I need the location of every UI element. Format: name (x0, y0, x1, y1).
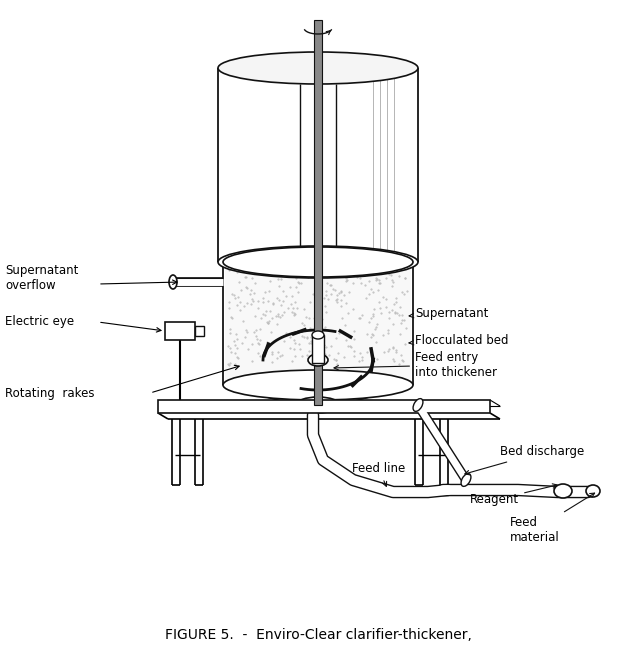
Ellipse shape (296, 397, 340, 413)
Text: Supernatant
overflow: Supernatant overflow (5, 264, 78, 292)
Ellipse shape (461, 473, 471, 486)
Ellipse shape (169, 275, 177, 289)
Ellipse shape (218, 52, 418, 84)
Ellipse shape (308, 354, 328, 366)
Text: FIGURE 5.  -  Enviro-Clear clarifier-thickener,: FIGURE 5. - Enviro-Clear clarifier-thick… (164, 628, 471, 642)
Bar (314, 20, 322, 405)
Text: Bed discharge: Bed discharge (465, 445, 584, 475)
Bar (312, 335, 324, 363)
Text: Electric eye: Electric eye (5, 316, 74, 329)
Text: Flocculated bed: Flocculated bed (409, 334, 508, 346)
Text: Rotating  rakes: Rotating rakes (5, 387, 94, 400)
Bar (165, 322, 195, 340)
Ellipse shape (312, 331, 324, 339)
Ellipse shape (413, 398, 423, 411)
Text: Supernatant: Supernatant (409, 306, 489, 319)
Bar (225, 262, 411, 385)
Ellipse shape (223, 247, 413, 277)
Ellipse shape (223, 370, 413, 400)
Text: Feed
material: Feed material (510, 493, 594, 544)
Ellipse shape (218, 246, 418, 278)
Ellipse shape (554, 484, 572, 498)
Bar (195, 326, 204, 336)
Text: Feed line: Feed line (352, 462, 405, 486)
Bar (158, 400, 490, 413)
Text: Feed entry
into thickener: Feed entry into thickener (334, 351, 497, 379)
Text: Reagent: Reagent (470, 484, 557, 507)
Ellipse shape (586, 485, 600, 497)
